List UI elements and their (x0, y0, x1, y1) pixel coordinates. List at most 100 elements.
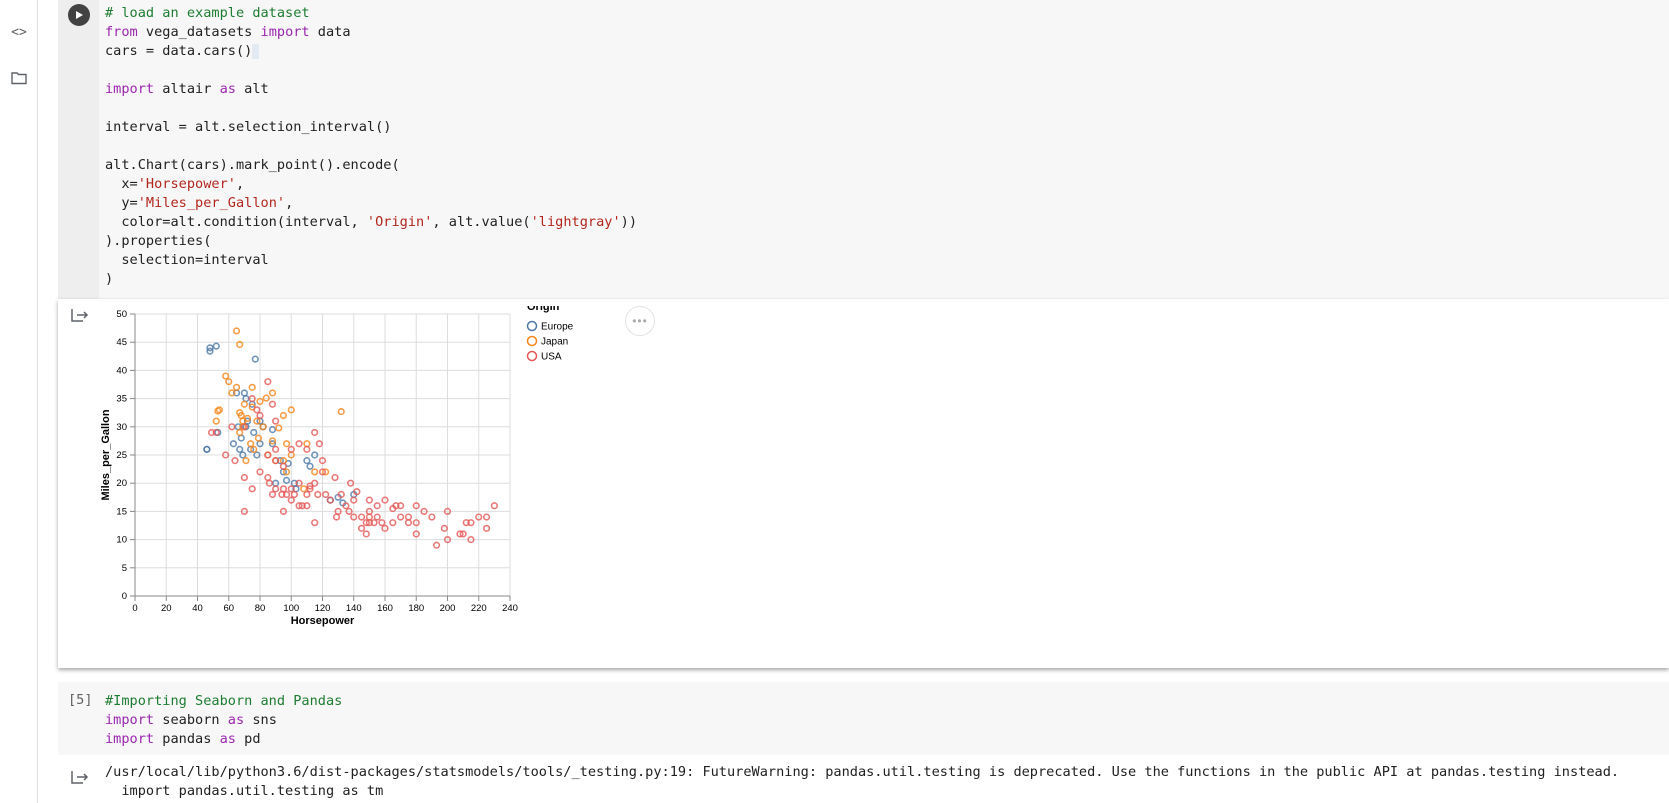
execution-count: [5] (68, 692, 93, 708)
output-icon[interactable] (70, 306, 90, 324)
legend-label: Japan (541, 337, 568, 348)
x-tick-label: 120 (315, 603, 331, 614)
data-point (304, 441, 310, 447)
legend-symbol (528, 322, 537, 331)
output-icon[interactable] (70, 768, 90, 786)
data-point (270, 427, 276, 433)
x-tick-label: 240 (502, 603, 518, 614)
data-point (312, 469, 318, 475)
left-sidebar: <> (0, 0, 38, 803)
data-point (223, 373, 229, 379)
y-tick-label: 5 (122, 563, 127, 574)
y-tick-label: 15 (116, 506, 127, 517)
code-icon[interactable]: <> (9, 22, 29, 42)
data-point (484, 514, 490, 520)
data-point (281, 413, 287, 419)
code-editor-2[interactable]: #Importing Seaborn and Pandas import seab… (105, 692, 342, 749)
y-axis-label: Miles_per_Gallon (100, 409, 112, 500)
data-point (332, 475, 338, 481)
data-point (248, 441, 254, 447)
data-point (442, 526, 448, 532)
legend-label: Europe (541, 322, 574, 333)
data-point (273, 447, 279, 453)
code-line: ).properties( (105, 232, 637, 251)
data-point (284, 478, 290, 484)
x-axis-label: Horsepower (291, 615, 355, 627)
run-cell-button[interactable] (68, 4, 90, 26)
data-point (323, 492, 329, 498)
code-line: ) (105, 270, 637, 289)
data-point (213, 418, 219, 424)
data-point (273, 486, 279, 492)
code-line: cars = data.cars() (105, 42, 637, 61)
data-point (307, 463, 313, 469)
data-point (429, 514, 435, 520)
data-point (292, 492, 298, 498)
code-line: color=alt.condition(interval, 'Origin', … (105, 213, 637, 232)
warning-line: /usr/local/lib/python3.6/dist-packages/s… (105, 763, 1619, 782)
data-point (484, 526, 490, 532)
chart-actions-menu-button[interactable]: ••• (625, 306, 655, 336)
data-point (406, 520, 412, 526)
x-tick-label: 40 (192, 603, 203, 614)
data-point (234, 328, 240, 334)
data-point (304, 492, 310, 498)
data-point (367, 497, 373, 503)
data-point (249, 385, 255, 391)
y-tick-label: 35 (116, 394, 127, 405)
scatter-chart[interactable]: 0 20 40 60 80 100 120 140 160 180 200 220 240 0 5 10 15 2… (100, 306, 580, 651)
data-point (398, 514, 404, 520)
y-tick-label: 10 (116, 535, 127, 546)
data-point (254, 407, 260, 413)
y-tick-label: 25 (116, 450, 127, 461)
data-point (406, 514, 412, 520)
data-point (359, 514, 365, 520)
y-tick-label: 20 (116, 478, 127, 489)
data-point (304, 458, 310, 464)
data-point (296, 441, 302, 447)
data-point (338, 409, 344, 415)
cell-gutter (58, 0, 99, 299)
code-line: y='Miles_per_Gallon', (105, 194, 637, 213)
data-point (374, 514, 380, 520)
y-tick-label: 45 (116, 337, 127, 348)
code-line: import pandas as pd (105, 730, 342, 749)
data-point (237, 430, 243, 436)
data-point (328, 497, 334, 503)
data-point (359, 526, 365, 532)
code-line: interval = alt.selection_interval() (105, 118, 637, 137)
data-point (334, 514, 340, 520)
play-icon (74, 10, 84, 20)
legend-symbol (528, 352, 537, 361)
code-line: #Importing Seaborn and Pandas (105, 692, 342, 711)
warning-line: import pandas.util.testing as tm (105, 782, 1619, 801)
folder-icon[interactable] (9, 68, 29, 88)
data-point (281, 486, 287, 492)
data-point (242, 475, 248, 481)
code-line: x='Horsepower', (105, 175, 637, 194)
data-point (284, 441, 290, 447)
data-point (379, 520, 385, 526)
data-point (281, 463, 287, 469)
code-line: import seaborn as sns (105, 711, 342, 730)
y-tick-label: 50 (116, 309, 127, 320)
data-point (232, 458, 238, 464)
x-tick-label: 20 (161, 603, 172, 614)
legend-label: USA (541, 352, 562, 363)
data-point (270, 492, 276, 498)
data-point (304, 447, 310, 453)
data-point (243, 458, 249, 464)
code-line: alt.Chart(cars).mark_point().encode( (105, 156, 637, 175)
x-tick-label: 0 (132, 603, 137, 614)
data-point (301, 486, 307, 492)
warning-output: /usr/local/lib/python3.6/dist-packages/s… (105, 763, 1619, 801)
data-point (492, 503, 498, 509)
data-point (253, 356, 259, 362)
data-point (242, 390, 248, 396)
data-point (390, 520, 396, 526)
code-editor-1[interactable]: # load an example dataset from vega_datas… (105, 4, 637, 289)
data-point (231, 441, 237, 447)
data-point (374, 503, 380, 509)
data-point (238, 435, 244, 441)
x-tick-label: 180 (408, 603, 424, 614)
